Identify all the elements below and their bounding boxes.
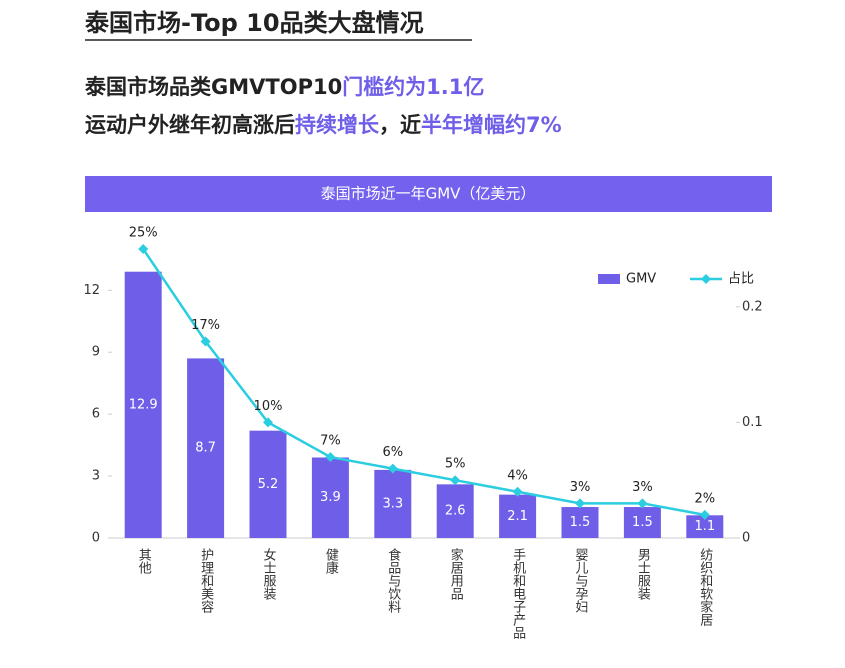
share-value-label: 4% [507,468,528,483]
headline-text: 运动户外继年初高涨后 [85,113,295,137]
bar-value-label: 2.1 [507,509,528,524]
share-marker [450,475,461,486]
bar [499,494,537,538]
highlight-text: 半年增幅约7% [421,113,562,137]
bar [187,358,225,538]
highlight-text: 持续增长 [295,113,380,137]
share-value-label: 17% [191,318,220,333]
share-marker [325,452,336,463]
highlight-text: 门槛约为1.1亿 [342,75,484,99]
bar [561,507,599,538]
bar [623,507,661,538]
x-tick-label: 女士服装 [261,547,277,600]
bar-value-label: 5.2 [258,477,279,492]
bar [311,457,349,538]
headline-text: ，近 [379,113,421,137]
y-tick-label: 6 [92,407,100,422]
share-marker [138,244,149,254]
bar [686,515,724,538]
share-marker [575,498,585,509]
page-title: 泰国市场-Top 10品类大盘情况 [85,9,424,37]
y-tick-label: 3 [92,469,100,484]
share-marker [200,336,211,347]
x-tick-label: 纺织和软家居 [697,548,713,626]
bar [436,484,474,538]
x-tick-label: 手机和电子产品 [510,548,526,639]
legend-label: 占比 [728,272,754,287]
chart-banner [85,176,772,212]
chart-title: 泰国市场近一年GMV（亿美元） [321,185,536,203]
share-value-label: 3% [570,480,591,495]
share-value-label: 7% [320,434,341,449]
x-tick-label: 家居用品 [448,547,464,600]
bar-value-label: 12.9 [129,397,158,412]
share-marker [263,417,273,428]
y2-tick-label: 0.1 [742,415,763,430]
x-tick-label: 健康 [323,548,339,574]
headline-line: 泰国市场品类GMVTOP10门槛约为1.1亿 [84,75,484,99]
share-value-label: 25% [129,226,158,241]
share-line [142,248,706,517]
share-marker [699,509,710,520]
legend-swatch [598,274,620,284]
x-tick-label: 婴儿与孕妇 [573,548,589,613]
bar-value-label: 3.3 [382,496,403,511]
y-tick-label: 0 [92,531,100,546]
x-tick-label: 食品与饮料 [385,547,401,613]
share-marker [512,486,523,497]
legend-label: GMV [626,272,656,287]
y-tick-label: 9 [92,345,100,360]
share-value-label: 5% [445,457,466,472]
bar-value-label: 1.5 [570,515,591,530]
share-value-label: 3% [632,480,653,495]
y2-tick-label: 0 [742,531,750,546]
x-tick-label: 护理和美容 [198,548,214,614]
share-value-label: 10% [254,399,283,414]
x-tick-label: 男士服装 [635,548,651,600]
bar-value-label: 2.6 [445,504,466,519]
x-tick-label: 其他 [136,548,152,575]
bar-value-label: 1.5 [632,515,653,530]
headline-line: 运动户外继年初高涨后持续增长，近半年增幅约7% [85,113,562,137]
share-marker [387,463,398,474]
bar [249,430,287,538]
share-value-label: 2% [694,491,715,506]
y-tick-label: 12 [83,283,100,298]
bar [374,469,412,538]
share-value-label: 6% [382,445,403,460]
bar-value-label: 1.1 [694,519,715,534]
share-marker [637,498,648,509]
headline-text: 泰国市场品类GMVTOP10 [84,75,342,99]
bar [124,271,162,538]
y2-tick-label: 0.2 [742,299,763,314]
bar-value-label: 8.7 [195,441,216,456]
legend-swatch [701,274,711,284]
headline: 泰国市场品类GMVTOP10门槛约为1.1亿运动户外继年初高涨后持续增长，近半年… [84,75,562,137]
bar-value-label: 3.9 [320,490,341,505]
